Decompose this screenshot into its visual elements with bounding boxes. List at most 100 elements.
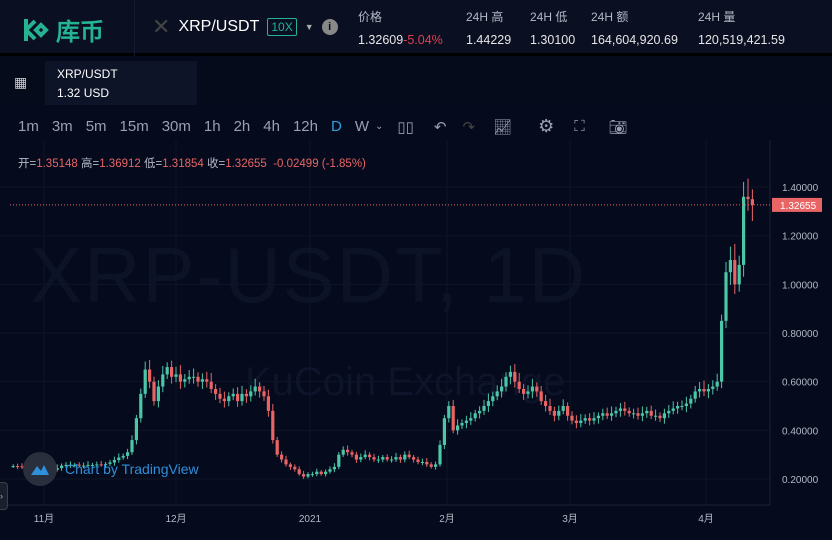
candle-type-icon[interactable]: ▯▯: [397, 118, 414, 136]
layout-grid-icon[interactable]: ▦: [14, 74, 28, 90]
interval-1m[interactable]: 1m: [18, 118, 39, 135]
camera-icon[interactable]: 📷︎: [608, 118, 628, 136]
interval-30m[interactable]: 30m: [161, 118, 191, 135]
candle-body: [170, 367, 174, 377]
candle-body: [174, 374, 178, 377]
candle-body: [231, 393, 235, 397]
candle-body: [460, 423, 464, 426]
candle-body: [293, 466, 297, 470]
candle-body: [275, 440, 279, 455]
candle-body: [249, 391, 253, 397]
candle-body: [500, 386, 504, 392]
last-price-label: 1.32655: [780, 201, 817, 212]
left-panel-toggle[interactable]: ›: [0, 482, 8, 510]
candle-body: [187, 376, 191, 380]
candle-body: [724, 272, 728, 321]
brand-logo[interactable]: 库币: [22, 12, 104, 47]
candle-body: [359, 457, 363, 460]
candle-body: [99, 464, 103, 466]
candle-body: [55, 468, 59, 470]
candle-body: [86, 464, 90, 466]
tab-pair: XRP/USDT: [57, 67, 118, 81]
watermark-symbol: XRP-USDT, 1D: [30, 231, 588, 319]
chevron-down-icon[interactable]: ▼: [304, 22, 314, 32]
candle-body: [192, 376, 196, 378]
interval-w[interactable]: W: [354, 118, 370, 135]
candle-body: [324, 471, 328, 475]
candle-body: [95, 464, 99, 466]
candle-body: [627, 410, 631, 414]
candle-body: [658, 415, 662, 419]
candle-body: [310, 474, 314, 476]
chevron-down-icon[interactable]: ⌄: [375, 121, 384, 132]
candle-body: [552, 410, 556, 416]
interval-12h[interactable]: 12h: [292, 118, 318, 135]
candle-body: [522, 388, 526, 394]
candle-body: [376, 459, 380, 461]
candle-body: [350, 452, 354, 455]
interval-5m[interactable]: 5m: [85, 118, 107, 135]
candle-body: [451, 406, 455, 431]
top-bar: 库币 ✕ XRP/USDT 10X ▼ i 价格 1.32609-5.04% 24…: [0, 0, 832, 56]
candle-body: [583, 418, 587, 421]
tab-price: 1.32 USD: [57, 86, 110, 100]
candle-body: [143, 369, 147, 394]
candle-body: [676, 406, 680, 409]
pair-name: XRP/USDT: [178, 18, 260, 35]
candle-body: [469, 418, 473, 421]
candle-body: [315, 471, 319, 475]
candle-body: [680, 406, 684, 408]
candle-body: [148, 369, 152, 382]
candle-body: [601, 413, 605, 416]
interval-d[interactable]: D: [331, 118, 342, 135]
interval-2h[interactable]: 2h: [233, 118, 251, 135]
candle-body: [420, 461, 424, 463]
candle-body: [152, 381, 156, 402]
stat-price: 价格 1.32609-5.04%: [358, 10, 443, 47]
interval-4h[interactable]: 4h: [263, 118, 280, 135]
candle-body: [486, 401, 490, 407]
candle-body: [121, 455, 125, 458]
interval-15m[interactable]: 15m: [119, 118, 149, 135]
price-tick: 1.00000: [782, 280, 819, 291]
fullscreen-icon[interactable]: ⛶: [574, 118, 585, 135]
candle-body: [258, 386, 262, 392]
candle-body: [302, 474, 306, 477]
candle-body: [640, 413, 644, 416]
pair-selector[interactable]: ✕ XRP/USDT 10X ▼ i: [152, 14, 338, 40]
candle-body: [60, 465, 64, 469]
candle-body: [218, 393, 222, 399]
candle-body: [508, 371, 512, 377]
candle-body: [328, 469, 332, 472]
candle-body: [134, 418, 138, 441]
stat-low: 24H 低 1.30100: [530, 10, 576, 47]
interval-3m[interactable]: 3m: [51, 118, 73, 135]
candle-body: [618, 408, 622, 411]
info-icon[interactable]: i: [321, 19, 338, 35]
candle-body: [574, 420, 578, 424]
gear-icon[interactable]: ⚙: [538, 116, 555, 136]
candle-body: [530, 386, 534, 392]
redo-icon[interactable]: ↷: [462, 118, 476, 136]
candle-body: [429, 464, 433, 467]
candle-body: [227, 396, 231, 402]
tradingview-attribution[interactable]: Chart by TradingView: [23, 452, 199, 486]
candle-body: [548, 406, 552, 411]
indicators-icon[interactable]: 📈︎: [493, 118, 513, 136]
candle-body: [645, 410, 649, 414]
interval-1h[interactable]: 1h: [203, 118, 221, 135]
last-price-badge: [772, 197, 822, 212]
undo-icon[interactable]: ↶: [433, 118, 447, 136]
chart-tab[interactable]: XRP/USDT 1.32 USD: [45, 61, 197, 105]
candle-body: [742, 196, 746, 265]
candlestick-chart[interactable]: 0.20000 0.40000 0.60000 0.80000 1.00000 1.200…: [0, 140, 832, 540]
stat-volume: 24H 量 120,519,421.59: [698, 10, 785, 47]
candle-body: [711, 386, 715, 389]
candle-body: [407, 454, 411, 458]
candle-body: [544, 401, 548, 407]
candle-body: [209, 381, 213, 389]
candle-body: [557, 410, 561, 416]
kucoin-logo-icon: [24, 18, 49, 41]
candle-body: [205, 379, 209, 382]
candle-body: [442, 418, 446, 445]
